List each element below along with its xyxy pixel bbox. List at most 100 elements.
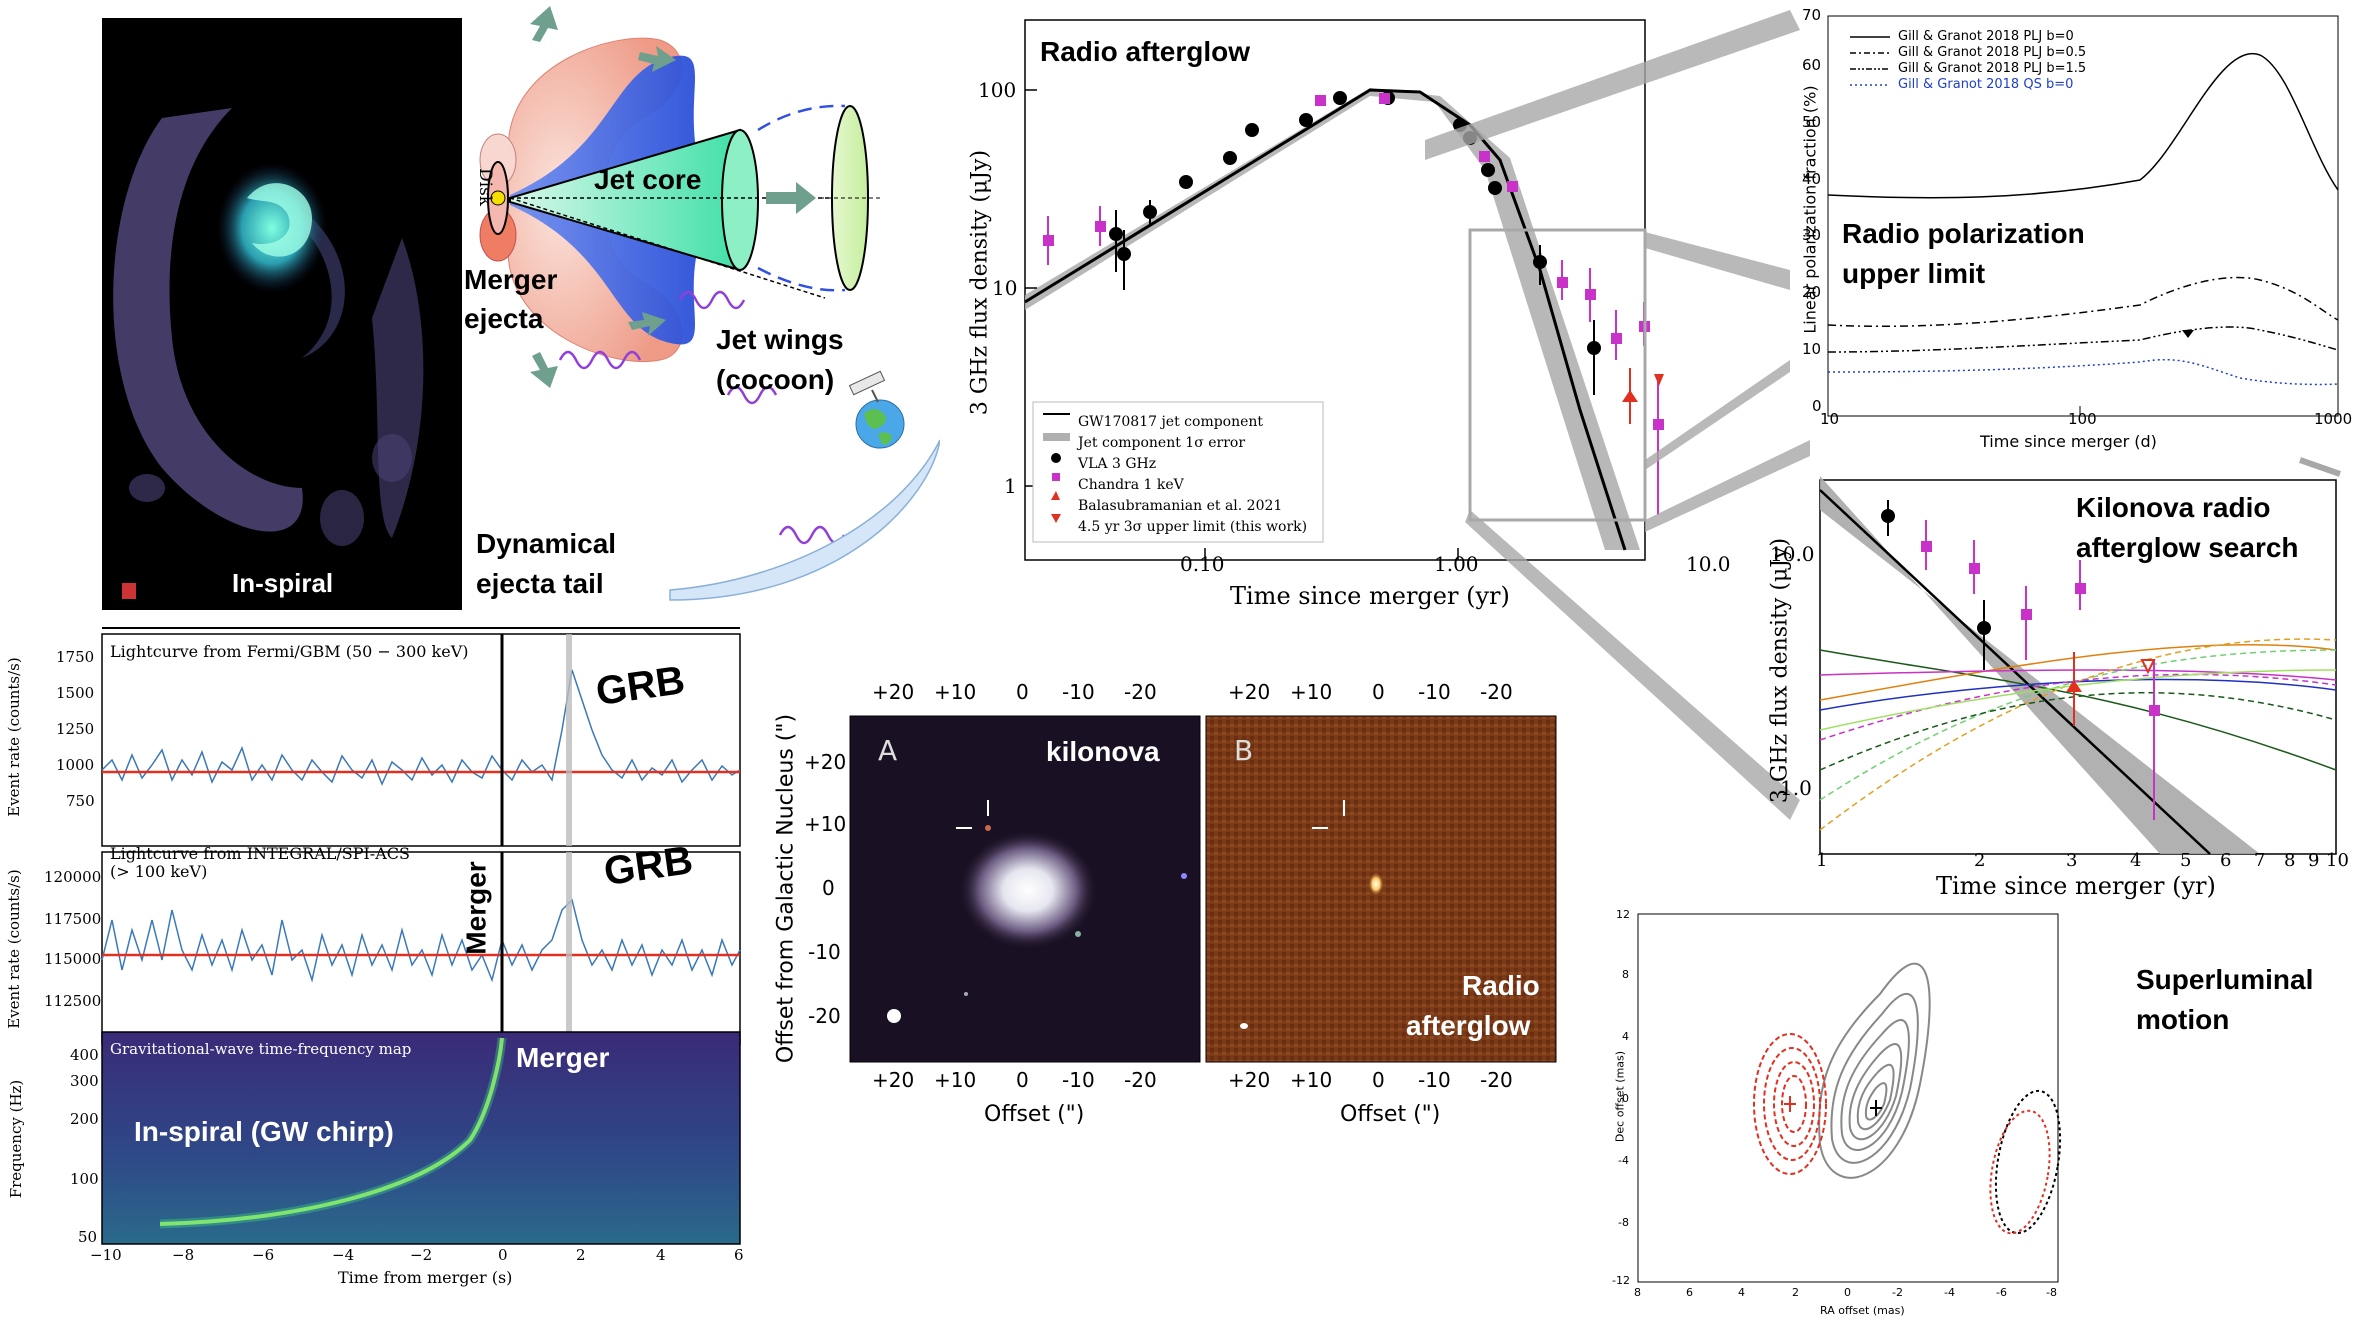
sl-xtick-7: -6: [1996, 1286, 2007, 1299]
sl-xtick-0: 8: [1634, 1286, 1641, 1299]
fermi-ytick-3: 1000: [56, 756, 95, 774]
kn-xtick-9: 10: [2326, 850, 2349, 871]
superluminal-svg: [1637, 913, 2062, 1283]
afterglow-legend-0: GW170817 jet component: [1078, 414, 1264, 430]
sim-logo-icon: [122, 583, 136, 599]
jet-wings-label-2: (cocoon): [716, 364, 835, 395]
gw-ytick-4: 50: [78, 1228, 98, 1246]
merger-ejecta-label-2: ejecta: [464, 303, 544, 334]
disk-label: Disk: [475, 168, 495, 207]
lightcurves-svg: [101, 627, 741, 1245]
gw-ytick-0: 400: [70, 1046, 99, 1064]
radio-afterglow-title: Radio afterglow: [1040, 36, 1251, 67]
pol-xtick-0: 10: [1820, 410, 1840, 428]
superluminal-title-2: motion: [2136, 1004, 2230, 1035]
gw-ytick-1: 300: [70, 1072, 99, 1090]
fermi-ytick-1: 1500: [56, 684, 95, 702]
afterglow-legend-3: Chandra 1 keV: [1078, 477, 1184, 493]
kn-xtick-2: 3: [2066, 850, 2078, 871]
images-panel: A B kilonova Radio afterglow Offset from…: [766, 676, 1566, 1136]
lc-ylabel-integral: Event rate (counts/s): [5, 869, 23, 1029]
lc-xtick-3: −4: [332, 1246, 355, 1264]
integral-ytick-1: 117500: [44, 910, 102, 928]
radio-label-2: afterglow: [1406, 1010, 1531, 1041]
afterglow-xtick-1: 1.00: [1434, 552, 1479, 576]
sl-xtick-6: -4: [1944, 1286, 1955, 1299]
inspiral-label: In-spiral: [232, 568, 334, 598]
pol-legend-0: Gill & Granot 2018 PLJ b=0: [1898, 29, 2074, 44]
kn-xtick-4: 5: [2180, 850, 2192, 871]
a-top-xtick-3: -10: [1062, 680, 1095, 704]
img-ytick-2: 0: [822, 876, 835, 900]
a-top-xtick-2: 0: [1016, 680, 1029, 704]
images-xlabel-a: Offset ("): [984, 1102, 1085, 1127]
polarization-title-1: Radio polarization: [1842, 218, 2085, 249]
dynamical-tail-label-2: ejecta tail: [476, 568, 604, 599]
b-bot-xtick-2: 0: [1372, 1068, 1385, 1092]
polarization-title-2: upper limit: [1842, 258, 1986, 289]
afterglow-xtick-2: 10.0: [1686, 552, 1731, 576]
superluminal-title-1: Superluminal: [2136, 964, 2314, 995]
b-bot-xtick-0: +20: [1228, 1068, 1271, 1092]
b-top-xtick-2: 0: [1372, 680, 1385, 704]
sl-ytick-3: 0: [1622, 1092, 1629, 1105]
images-svg: [849, 715, 1557, 1063]
jet-core-label: Jet core: [594, 164, 702, 195]
sl-ytick-0: 12: [1616, 908, 1630, 921]
kn-xtick-3: 4: [2130, 850, 2142, 871]
img-ytick-4: -20: [808, 1004, 841, 1028]
integral-label-2: (> 100 keV): [110, 862, 208, 881]
sl-ytick-6: -12: [1612, 1274, 1630, 1287]
b-bot-xtick-3: -10: [1418, 1068, 1451, 1092]
img-ytick-1: +10: [804, 812, 847, 836]
lc-xtick-5: 0: [498, 1246, 508, 1264]
pol-legend-1: Gill & Granot 2018 PLJ b=0.5: [1898, 45, 2087, 60]
a-bot-xtick-1: +10: [934, 1068, 977, 1092]
a-bot-xtick-3: -10: [1062, 1068, 1095, 1092]
lightcurves-panel: Lightcurve from Fermi/GBM (50 − 300 keV)…: [0, 620, 760, 1324]
b-bot-xtick-1: +10: [1290, 1068, 1333, 1092]
pol-ytick-5: 20: [1802, 283, 1822, 301]
jet-schematic-svg: Disk: [475, 6, 940, 601]
kilonova-search-svg: [1819, 476, 2337, 855]
kilonova-search-xlabel: Time since merger (yr): [1936, 872, 2216, 900]
gw-map-label: Gravitational-wave time-frequency map: [110, 1040, 412, 1058]
merger-label-gw: Merger: [516, 1042, 610, 1073]
polarization-xlabel: Time since merger (d): [1980, 432, 2157, 451]
kn-xtick-7: 8: [2284, 850, 2296, 871]
afterglow-ytick-0: 100: [978, 78, 1017, 102]
panel-a-label: A: [878, 734, 898, 767]
fermi-ytick-0: 1750: [56, 648, 95, 666]
a-bot-xtick-2: 0: [1016, 1068, 1029, 1092]
lc-xtick-0: −10: [90, 1246, 122, 1264]
afterglow-ytick-2: 1: [1004, 474, 1017, 498]
merger-label-vertical: Merger: [460, 861, 492, 955]
sl-ytick-2: 4: [1622, 1030, 1629, 1043]
kn-xtick-8: 9: [2308, 850, 2320, 871]
sl-xtick-1: 6: [1686, 1286, 1693, 1299]
fermi-label: Lightcurve from Fermi/GBM (50 − 300 keV): [110, 642, 469, 661]
sl-xtick-4: 0: [1844, 1286, 1851, 1299]
lc-xtick-4: −2: [410, 1246, 433, 1264]
sl-xtick-5: -2: [1892, 1286, 1903, 1299]
b-top-xtick-1: +10: [1290, 680, 1333, 704]
sl-xtick-3: 2: [1792, 1286, 1799, 1299]
sl-xtick-2: 4: [1738, 1286, 1745, 1299]
pol-xtick-1: 100: [2068, 410, 2097, 428]
kilonova-label: kilonova: [1046, 736, 1160, 767]
sl-ytick-4: -4: [1618, 1154, 1629, 1167]
sl-ytick-5: -8: [1618, 1216, 1629, 1229]
radio-afterglow-xlabel: Time since merger (yr): [1230, 582, 1510, 610]
pol-legend-3: Gill & Granot 2018 QS b=0: [1898, 77, 2074, 92]
superluminal-panel: Superluminal motion Dec offset (mas) RA …: [1580, 904, 2362, 1324]
lc-xtick-2: −6: [252, 1246, 275, 1264]
pol-ytick-6: 10: [1802, 340, 1822, 358]
afterglow-legend-2: VLA 3 GHz: [1078, 456, 1157, 472]
b-top-xtick-3: -10: [1418, 680, 1451, 704]
integral-label-1: Lightcurve from INTEGRAL/SPI-ACS: [110, 844, 410, 863]
radio-label-1: Radio: [1462, 970, 1540, 1001]
polarization-svg: [1827, 15, 2339, 417]
lc-xtick-8: 6: [734, 1246, 744, 1264]
pol-ytick-0: 70: [1802, 6, 1822, 24]
lc-xtick-1: −8: [172, 1246, 195, 1264]
